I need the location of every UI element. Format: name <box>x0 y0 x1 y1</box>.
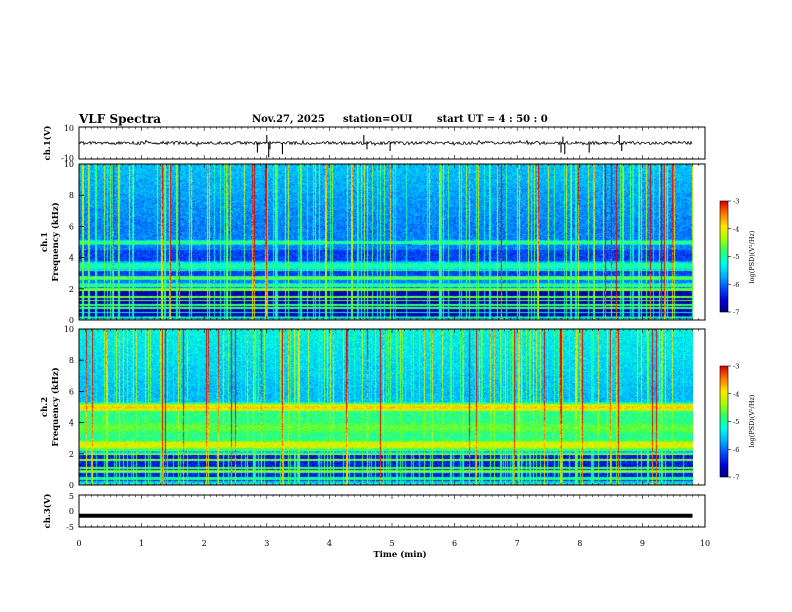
x-tick-label-5: 5 <box>389 539 394 548</box>
ch2-spectrogram-ylabel: Frequency (kHz) <box>50 367 61 446</box>
ch1-spectrogram-ylabel: Frequency (kHz) <box>50 202 61 281</box>
x-tick-label-2: 2 <box>202 539 207 548</box>
ch1-colorbar-label: log(PSD)(V²/Hz) <box>748 230 756 283</box>
x-tick-label-6: 6 <box>452 539 457 548</box>
ch1-spectrogram-channel-label: ch.1 <box>40 232 50 252</box>
ch2-spectrogram-ytick-label: 4 <box>69 419 74 428</box>
ch1-ytick-bottom: -10 <box>61 154 74 163</box>
ch3-ytick-top: 5 <box>69 492 74 501</box>
ch1-spectrogram-ytick-label: 2 <box>69 285 74 294</box>
x-tick-label-4: 4 <box>327 539 332 548</box>
ch1-spectrogram-ytick-label: 0 <box>69 316 74 325</box>
ch2-spectrogram-ytick-label: 6 <box>69 387 74 396</box>
ch3-waveform-panel: 5 0 -5 ch.3(V) <box>42 492 706 532</box>
ch2-colorbar-tick-label: -7 <box>733 474 739 482</box>
x-tick-label-8: 8 <box>577 539 582 548</box>
start-time-label: start UT = 4 : 50 : 0 <box>437 114 548 125</box>
ch1-colorbar-ticks: -3 -4 -5 -6 -7 <box>728 198 739 317</box>
x-tick-label-1: 1 <box>139 539 144 548</box>
ch2-spectrogram-image <box>79 329 693 485</box>
ch2-spectrogram-channel-label: ch.2 <box>40 397 50 417</box>
ch2-colorbar-tick-label: -5 <box>733 418 739 426</box>
ch1-spectrogram-yticks: 0 2 4 6 8 10 <box>64 160 84 325</box>
ch1-spectrogram-image <box>79 164 693 320</box>
date-label: Nov.27, 2025 <box>252 114 325 125</box>
ch3-ytick-bottom: -5 <box>66 523 74 532</box>
ch2-colorbar-tick-label: -4 <box>733 390 739 398</box>
ch2-spectrogram-ytick-label: 8 <box>69 356 74 365</box>
ch1-colorbar-tick-label: -6 <box>733 281 739 289</box>
ch1-spikes <box>256 135 623 158</box>
time-axis-ticks: 0 1 2 3 4 5 6 7 8 9 10 <box>76 127 710 548</box>
station-label: station=OUI <box>343 114 413 125</box>
ch1-ytick-top: 10 <box>64 124 74 133</box>
ch1-spectrogram-ytick-label: 6 <box>69 222 74 231</box>
ch1-colorbar <box>720 201 728 312</box>
ch2-spectrogram-yticks: 0 2 4 6 8 10 <box>64 325 84 490</box>
ch1-colorbar-tick-label: -7 <box>733 309 739 317</box>
x-tick-label-7: 7 <box>515 539 520 548</box>
ch2-spectrogram-ytick-label: 0 <box>69 481 74 490</box>
ch1-spectrogram-ytick-label: 8 <box>69 191 74 200</box>
x-tick-label-10: 10 <box>700 539 710 548</box>
ch1-spectrogram-ytick-label: 10 <box>64 160 74 169</box>
ch1-colorbar-tick-label: -3 <box>733 198 739 206</box>
ch2-colorbar <box>720 366 728 477</box>
time-axis-label: Time (min) <box>373 549 426 560</box>
ch2-colorbar-label: log(PSD)(V²/Hz) <box>748 394 756 447</box>
ch2-colorbar-ticks: -3 -4 -5 -6 -7 <box>728 363 739 482</box>
ch3-ylabel: ch.3(V) <box>42 494 53 529</box>
ch2-colorbar-tick-label: -6 <box>733 446 739 454</box>
ch2-spectrogram-ytick-label: 10 <box>64 325 74 334</box>
ch1-waveform-trace <box>78 139 693 148</box>
ch3-waveform-frame <box>78 494 706 528</box>
ch2-colorbar-tick-label: -3 <box>733 363 739 371</box>
figure-title: VLF Spectra <box>78 112 161 126</box>
ch3-ytick-mid: 0 <box>69 507 74 516</box>
ch2-spectrogram-ytick-label: 2 <box>69 450 74 459</box>
ch1-waveform-panel: 10 -10 ch.1(V) <box>42 124 706 163</box>
ch1-colorbar-tick-label: -4 <box>733 225 739 233</box>
ch1-colorbar-tick-label: -5 <box>733 253 739 261</box>
x-tick-label-3: 3 <box>264 539 269 548</box>
x-tick-label-0: 0 <box>76 539 81 548</box>
x-tick-label-9: 9 <box>640 539 645 548</box>
ch1-ylabel: ch.1(V) <box>42 126 53 161</box>
ch1-spectrogram-ytick-label: 4 <box>69 254 74 263</box>
